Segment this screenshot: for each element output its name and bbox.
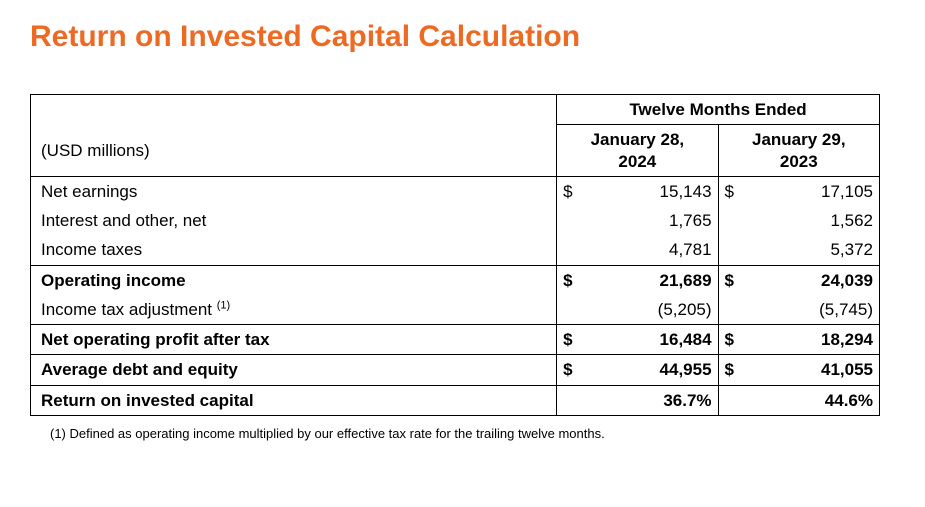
currency-symbol	[718, 206, 748, 235]
currency-symbol: $	[718, 325, 748, 355]
currency-symbol	[718, 295, 748, 325]
row-label: Average debt and equity	[31, 355, 557, 385]
row-label: Net earnings	[31, 176, 557, 206]
period-header: Twelve Months Ended	[557, 95, 880, 125]
value-col2: 1,562	[748, 206, 879, 235]
page-title: Return on Invested Capital Calculation	[30, 20, 895, 54]
value-col2: 41,055	[748, 355, 879, 385]
currency-symbol: $	[557, 355, 587, 385]
currency-symbol: $	[718, 265, 748, 295]
currency-symbol	[718, 385, 748, 415]
unit-label: (USD millions)	[31, 125, 557, 177]
currency-symbol	[718, 235, 748, 265]
value-col1: 36.7%	[587, 385, 718, 415]
footnote: (1) Defined as operating income multipli…	[50, 426, 895, 441]
col-header-2-line2: 2023	[780, 152, 818, 171]
value-col1: 4,781	[587, 235, 718, 265]
value-col1: 16,484	[587, 325, 718, 355]
value-col2: 24,039	[748, 265, 879, 295]
currency-symbol	[557, 295, 587, 325]
roic-table: Twelve Months Ended (USD millions) Janua…	[30, 94, 880, 416]
currency-symbol: $	[718, 176, 748, 206]
row-label: Operating income	[31, 265, 557, 295]
currency-symbol: $	[718, 355, 748, 385]
col-header-2: January 29, 2023	[718, 125, 879, 177]
currency-symbol: $	[557, 265, 587, 295]
value-col1: 21,689	[587, 265, 718, 295]
row-label: Interest and other, net	[31, 206, 557, 235]
row-label: Income tax adjustment (1)	[31, 295, 557, 325]
currency-symbol	[557, 385, 587, 415]
currency-symbol: $	[557, 325, 587, 355]
row-label: Net operating profit after tax	[31, 325, 557, 355]
value-col2: 18,294	[748, 325, 879, 355]
value-col1: 44,955	[587, 355, 718, 385]
value-col2: 44.6%	[748, 385, 879, 415]
col-header-2-line1: January 29,	[752, 130, 846, 149]
value-col2: 17,105	[748, 176, 879, 206]
currency-symbol: $	[557, 176, 587, 206]
currency-symbol	[557, 235, 587, 265]
value-col2: 5,372	[748, 235, 879, 265]
row-label: Return on invested capital	[31, 385, 557, 415]
value-col2: (5,745)	[748, 295, 879, 325]
value-col1: 15,143	[587, 176, 718, 206]
header-blank	[31, 95, 557, 125]
row-label: Income taxes	[31, 235, 557, 265]
col-header-1: January 28, 2024	[557, 125, 718, 177]
superscript: (1)	[217, 299, 230, 311]
col-header-1-line2: 2024	[618, 152, 656, 171]
value-col1: (5,205)	[587, 295, 718, 325]
currency-symbol	[557, 206, 587, 235]
col-header-1-line1: January 28,	[591, 130, 685, 149]
value-col1: 1,765	[587, 206, 718, 235]
